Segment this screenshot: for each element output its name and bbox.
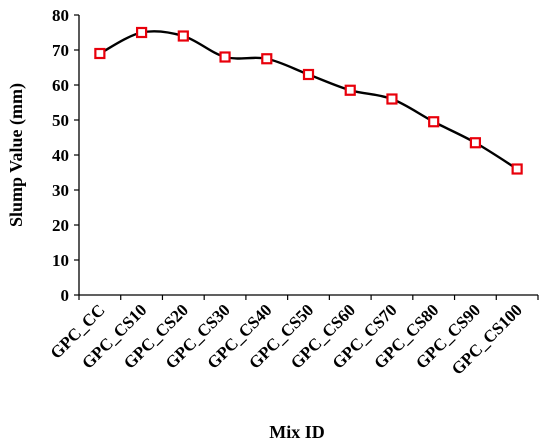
y-axis: 0 10 20 30 40 50 60 70 80 [52,6,80,305]
y-tick-label: 50 [52,111,69,130]
data-point-gpc-cs40 [261,53,273,65]
x-axis-title: Mix ID [269,422,325,442]
y-tick-label: 60 [52,76,69,95]
series-line [98,30,519,171]
y-tick-label: 30 [52,181,69,200]
y-tick-label: 20 [52,216,69,235]
y-tick-label: 70 [52,41,69,60]
data-point-gpc-cs100 [511,163,523,175]
y-tick-label: 10 [52,251,69,270]
y-tick-label: 40 [52,146,69,165]
data-point-gpc-cs10 [135,26,148,39]
data-point-gpc-cs30 [219,51,231,63]
data-point-gpc-cs70 [386,93,398,105]
data-point-gpc-cc [94,47,106,60]
data-point-gpc-cs80 [428,116,440,128]
data-point-gpc-cs50 [302,68,315,81]
data-point-gpc-cs20 [177,30,189,42]
y-axis-title: Slump Value (mm) [6,83,27,227]
data-point-gpc-cs60 [344,84,356,96]
series-layer [94,26,523,175]
x-axis: GPC_CCGPC_CS10GPC_CS20GPC_CS30GPC_CS40GP… [46,294,539,379]
y-tick-label: 0 [61,286,70,305]
y-tick-label: 80 [52,6,69,25]
data-point-gpc-cs90 [469,137,482,149]
